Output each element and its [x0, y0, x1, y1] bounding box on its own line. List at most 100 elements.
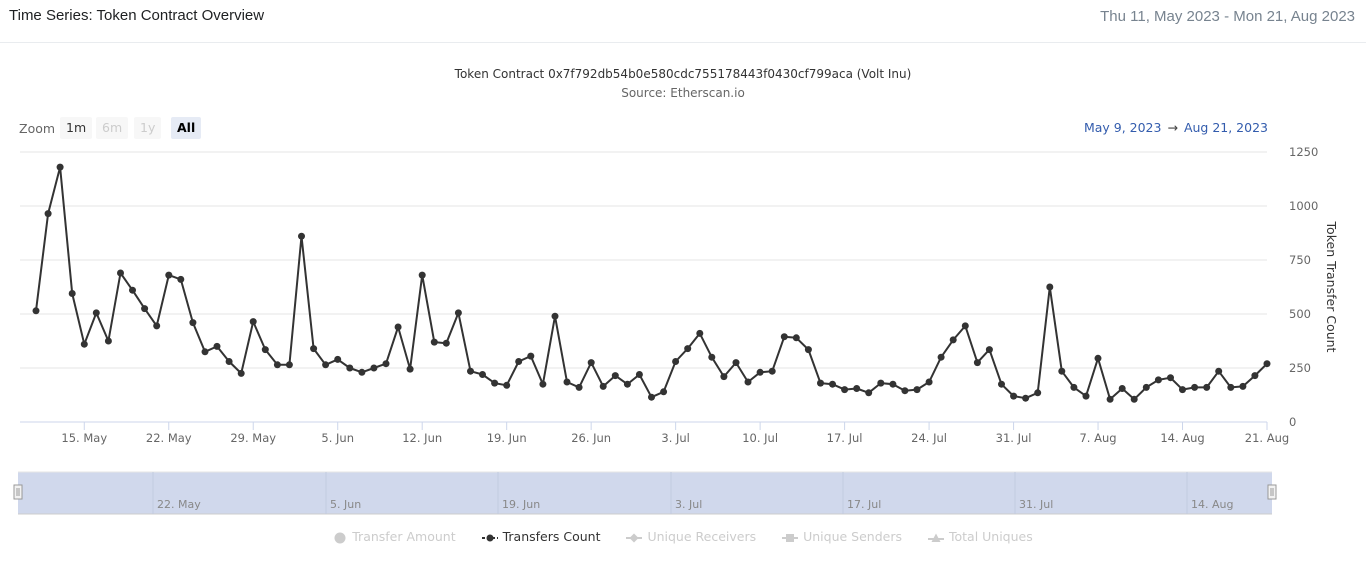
data-point[interactable] [720, 373, 728, 381]
data-point[interactable] [551, 312, 559, 320]
data-point[interactable] [527, 352, 535, 360]
legend-unique-senders[interactable]: Unique Senders [782, 529, 902, 544]
data-point[interactable] [56, 163, 64, 171]
data-point[interactable] [804, 346, 812, 354]
data-point[interactable] [382, 360, 390, 368]
data-point[interactable] [1130, 395, 1138, 403]
data-point[interactable] [1106, 395, 1114, 403]
data-point[interactable] [322, 361, 330, 369]
data-point[interactable] [189, 319, 197, 327]
data-point[interactable] [515, 358, 523, 365]
data-point[interactable] [587, 359, 595, 367]
data-point[interactable] [817, 379, 824, 387]
data-point[interactable] [334, 355, 342, 363]
data-point[interactable] [442, 339, 450, 347]
data-point[interactable] [491, 379, 499, 387]
data-point[interactable] [611, 372, 619, 380]
data-point[interactable] [1179, 386, 1186, 394]
data-point[interactable] [1167, 374, 1174, 382]
data-point[interactable] [141, 305, 149, 313]
data-point[interactable] [949, 336, 957, 344]
data-point[interactable] [635, 371, 643, 378]
data-point[interactable] [310, 345, 318, 353]
data-point[interactable] [1239, 382, 1247, 390]
legend-unique-receivers[interactable]: Unique Receivers [626, 529, 756, 544]
navigator-selected-range[interactable] [18, 472, 1272, 514]
data-point[interactable] [684, 345, 692, 353]
data-point[interactable] [104, 337, 112, 345]
data-point[interactable] [503, 381, 511, 389]
data-point[interactable] [756, 368, 764, 376]
data-point[interactable] [80, 340, 88, 348]
data-point[interactable] [913, 386, 921, 394]
data-point[interactable] [648, 393, 655, 401]
data-point[interactable] [1034, 389, 1042, 397]
data-point[interactable] [696, 329, 704, 337]
data-point[interactable] [985, 346, 993, 354]
data-point[interactable] [454, 309, 462, 317]
data-point[interactable] [998, 380, 1005, 388]
data-point[interactable] [358, 368, 366, 376]
data-point[interactable] [768, 367, 776, 375]
data-point[interactable] [1191, 383, 1199, 391]
data-point[interactable] [780, 333, 788, 341]
data-point[interactable] [1094, 354, 1102, 362]
data-point[interactable] [225, 358, 233, 365]
data-point[interactable] [708, 353, 716, 361]
legend-transfers-count[interactable]: Transfers Count [481, 529, 600, 544]
data-point[interactable] [1203, 383, 1211, 391]
data-point[interactable] [1046, 283, 1054, 291]
data-point[interactable] [298, 232, 305, 240]
navigator-handle-left[interactable] [13, 484, 23, 500]
data-point[interactable] [961, 322, 969, 330]
data-point[interactable] [937, 353, 945, 361]
data-point[interactable] [1227, 383, 1235, 391]
zoom-all-button[interactable]: All [171, 117, 202, 139]
navigator-handle-right[interactable] [1267, 484, 1277, 500]
zoom-6m-button[interactable]: 6m [96, 117, 129, 139]
data-point[interactable] [129, 286, 136, 294]
data-point[interactable] [1022, 394, 1030, 402]
data-point[interactable] [370, 364, 378, 372]
navigator[interactable]: 22. May 5. Jun 19. Jun 3. Jul 17. Jul 31. Jul… [13, 471, 1277, 515]
data-point[interactable] [925, 378, 933, 386]
data-point[interactable] [732, 359, 740, 367]
data-point[interactable] [153, 322, 161, 330]
data-point[interactable] [201, 348, 209, 356]
data-point[interactable] [539, 380, 547, 388]
zoom-1y-button[interactable]: 1y [134, 117, 162, 139]
zoom-1m-button[interactable]: 1m [60, 117, 93, 139]
data-point[interactable] [1082, 392, 1090, 400]
data-point[interactable] [165, 271, 173, 279]
data-point[interactable] [285, 361, 293, 369]
data-point[interactable] [44, 210, 52, 218]
data-point[interactable] [575, 383, 583, 391]
data-point[interactable] [841, 386, 849, 394]
data-point[interactable] [1118, 385, 1126, 392]
data-point[interactable] [889, 380, 897, 388]
data-point[interactable] [394, 323, 402, 331]
transfers-count-series[interactable] [32, 163, 1271, 403]
data-point[interactable] [32, 307, 40, 315]
data-point[interactable] [1263, 360, 1271, 368]
data-point[interactable] [672, 358, 680, 365]
data-point[interactable] [92, 309, 100, 317]
data-point[interactable] [901, 387, 909, 395]
data-point[interactable] [623, 380, 631, 388]
data-point[interactable] [660, 388, 668, 396]
data-point[interactable] [177, 275, 185, 283]
data-point[interactable] [744, 378, 752, 386]
data-point[interactable] [853, 385, 861, 392]
range-from-input[interactable]: May 9, 2023 [1083, 120, 1162, 135]
data-point[interactable] [1058, 367, 1066, 375]
legend-total-uniques[interactable]: Total Uniques [927, 529, 1033, 544]
data-point[interactable] [792, 334, 800, 342]
data-point[interactable] [1251, 372, 1259, 380]
data-point[interactable] [865, 389, 873, 397]
data-point[interactable] [877, 379, 885, 387]
data-point[interactable] [273, 361, 281, 369]
data-point[interactable] [406, 365, 414, 373]
range-to-input[interactable]: Aug 21, 2023 [1183, 120, 1268, 135]
data-point[interactable] [479, 371, 486, 378]
data-point[interactable] [973, 359, 981, 367]
